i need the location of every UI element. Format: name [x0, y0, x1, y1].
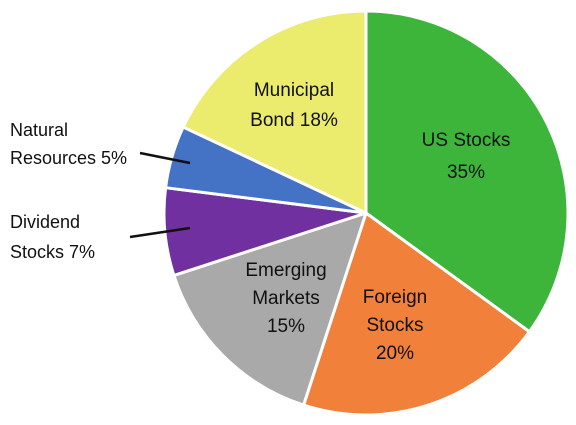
slice-label-line: Bond 18%	[250, 110, 338, 131]
slice-label-line: Stocks	[366, 315, 423, 336]
slice-label-line: Municipal	[254, 80, 334, 101]
slice-label-us-stocks: US Stocks 35%	[422, 130, 511, 183]
slice-labels: US Stocks 35% Foreign Stocks 20% Emerging Mark…	[10, 80, 510, 364]
slice-label-line: Emerging	[245, 260, 326, 281]
leader-lines	[129, 151, 191, 239]
slice-label-line: Stocks 7%	[10, 242, 95, 262]
slice-label-line: Foreign	[363, 287, 427, 308]
slice-label-natural-resources: Natural Resources 5%	[10, 120, 127, 168]
slice-label-line: Resources 5%	[10, 148, 127, 168]
slice-label-line: Dividend	[10, 212, 80, 232]
slice-label-line: Natural	[10, 120, 68, 140]
slice-label-line: US Stocks	[422, 130, 511, 151]
slice-label-dividend-stocks: Dividend Stocks 7%	[10, 212, 95, 262]
leader-line-dividend-stocks	[129, 226, 191, 239]
slice-label-line: 20%	[376, 343, 414, 364]
slice-label-emerging-markets: Emerging Markets 15%	[245, 260, 326, 337]
pie-slice-us-stocks	[364, 9, 570, 334]
pie-slice-foreign-stocks	[302, 211, 531, 417]
pie-slice-municipal-bond	[181, 9, 368, 215]
pie-slices	[162, 9, 570, 417]
slice-label-foreign-stocks: Foreign Stocks 20%	[363, 287, 427, 364]
slice-label-line: 15%	[267, 316, 305, 337]
slice-label-line: Markets	[252, 288, 320, 309]
slice-label-line: 35%	[447, 162, 485, 183]
slice-label-municipal-bond: Municipal Bond 18%	[250, 80, 338, 131]
leader-line-natural-resources	[139, 151, 191, 165]
